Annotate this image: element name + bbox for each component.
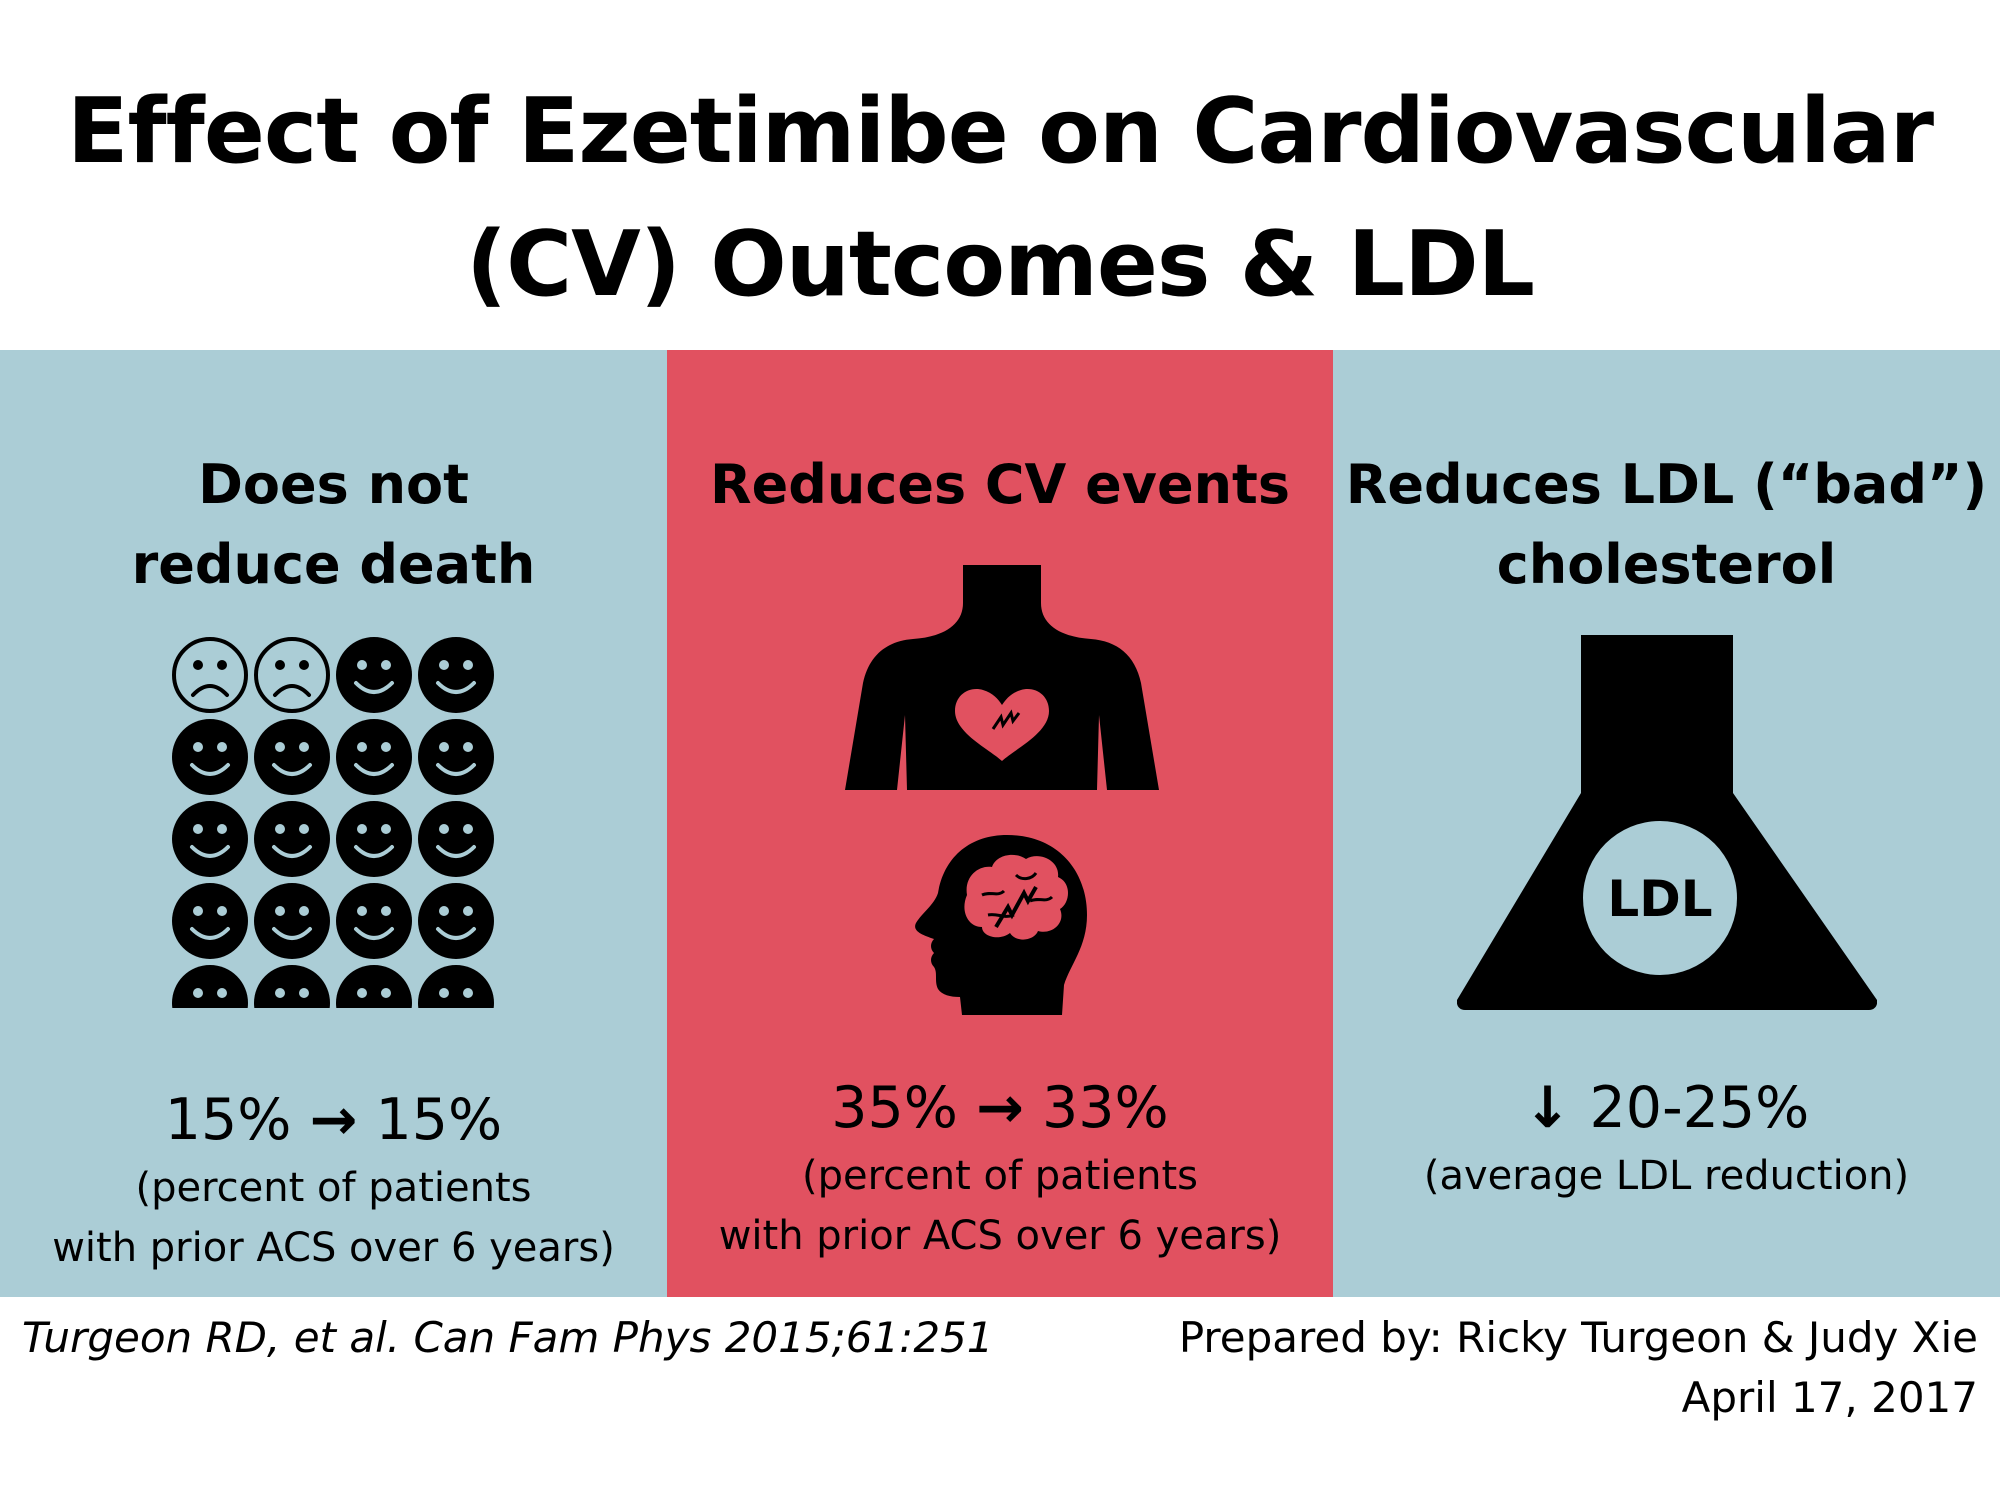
happy-face-icon <box>172 719 248 795</box>
panel-ldl-heading-line-1: Reduces LDL (“bad”) <box>1345 453 1988 516</box>
flask-ldl-label: LDL <box>1607 870 1712 928</box>
happy-face-icon <box>336 719 412 795</box>
happy-face-icon <box>172 883 248 959</box>
panel-cv-stat: 35% → 33% <box>667 1073 1333 1143</box>
happy-face-icon <box>336 883 412 959</box>
panel-death-note: (percent of patients with prior ACS over… <box>0 1158 667 1278</box>
heart-attack-torso-icon <box>845 565 1159 790</box>
ldl-flask-icon: LDL <box>1456 635 1878 1010</box>
panel-cv-events: Reduces CV events 35% → 33% (percent of … <box>667 350 1333 1297</box>
page-title: Effect of Ezetimibe on Cardiovascular (C… <box>0 65 2000 331</box>
sad-face-icon <box>254 637 330 713</box>
happy-face-icon <box>254 883 330 959</box>
sad-face-icon <box>172 637 248 713</box>
credit-date: April 17, 2017 <box>1681 1373 1978 1422</box>
smiley-face-grid-icon <box>168 633 498 1041</box>
right-arrow-icon: → <box>309 1087 358 1153</box>
title-line-2: (CV) Outcomes & LDL <box>465 212 1535 317</box>
panel-death-note-line-2: with prior ACS over 6 years) <box>52 1225 615 1271</box>
right-arrow-icon: → <box>976 1075 1024 1141</box>
panel-death-heading: Does not reduce death <box>0 445 667 605</box>
happy-face-icon <box>172 801 248 877</box>
panel-cv-stat-from: 35% <box>831 1075 958 1141</box>
panel-ldl-heading: Reduces LDL (“bad”) cholesterol <box>1333 445 2000 605</box>
credit: Prepared by: Ricky Turgeon & Judy Xie Ap… <box>1179 1308 1978 1428</box>
happy-face-icon <box>254 801 330 877</box>
stroke-head-icon <box>912 835 1087 1015</box>
happy-face-icon <box>254 965 330 1041</box>
panel-ldl-stat-value: 20-25% <box>1589 1075 1810 1141</box>
panel-death-stat-from: 15% <box>164 1087 292 1153</box>
title-line-1: Effect of Ezetimibe on Cardiovascular <box>67 79 1934 184</box>
panel-cv-note-line-2: with prior ACS over 6 years) <box>718 1213 1282 1259</box>
happy-face-icon <box>336 965 412 1041</box>
happy-face-icon <box>418 965 494 1041</box>
panel-ldl-note-text: (average LDL reduction) <box>1423 1153 1910 1199</box>
happy-face-icon <box>418 719 494 795</box>
panel-cv-note-line-1: (percent of patients <box>802 1153 1198 1199</box>
panel-death: Does not reduce death 15% → 15% (percent… <box>0 350 667 1297</box>
credit-authors: Prepared by: Ricky Turgeon & Judy Xie <box>1178 1313 1978 1362</box>
happy-face-icon <box>418 637 494 713</box>
panel-cv-heading-text: Reduces CV events <box>710 453 1290 516</box>
panel-ldl: Reduces LDL (“bad”) cholesterol LDL ↓ 20… <box>1333 350 2000 1297</box>
panel-cv-note: (percent of patients with prior ACS over… <box>667 1146 1333 1266</box>
happy-face-icon <box>172 965 248 1041</box>
panel-death-note-line-1: (percent of patients <box>135 1165 532 1211</box>
panel-cv-stat-to: 33% <box>1042 1075 1169 1141</box>
citation: Turgeon RD, et al. Can Fam Phys 2015;61:… <box>22 1313 994 1362</box>
panel-death-stat-to: 15% <box>375 1087 503 1153</box>
panel-death-heading-line-2: reduce death <box>131 533 536 596</box>
down-arrow-icon: ↓ <box>1523 1075 1572 1141</box>
panel-death-stat: 15% → 15% <box>0 1085 667 1155</box>
panel-death-heading-line-1: Does not <box>198 453 469 516</box>
panel-ldl-note: (average LDL reduction) <box>1333 1146 2000 1206</box>
panel-ldl-stat: ↓ 20-25% <box>1333 1073 2000 1143</box>
happy-face-icon <box>418 801 494 877</box>
panel-ldl-heading-line-2: cholesterol <box>1496 533 1837 596</box>
happy-face-icon <box>336 637 412 713</box>
happy-face-icon <box>418 883 494 959</box>
panel-cv-heading: Reduces CV events <box>667 445 1333 525</box>
happy-face-icon <box>254 719 330 795</box>
happy-face-icon <box>336 801 412 877</box>
